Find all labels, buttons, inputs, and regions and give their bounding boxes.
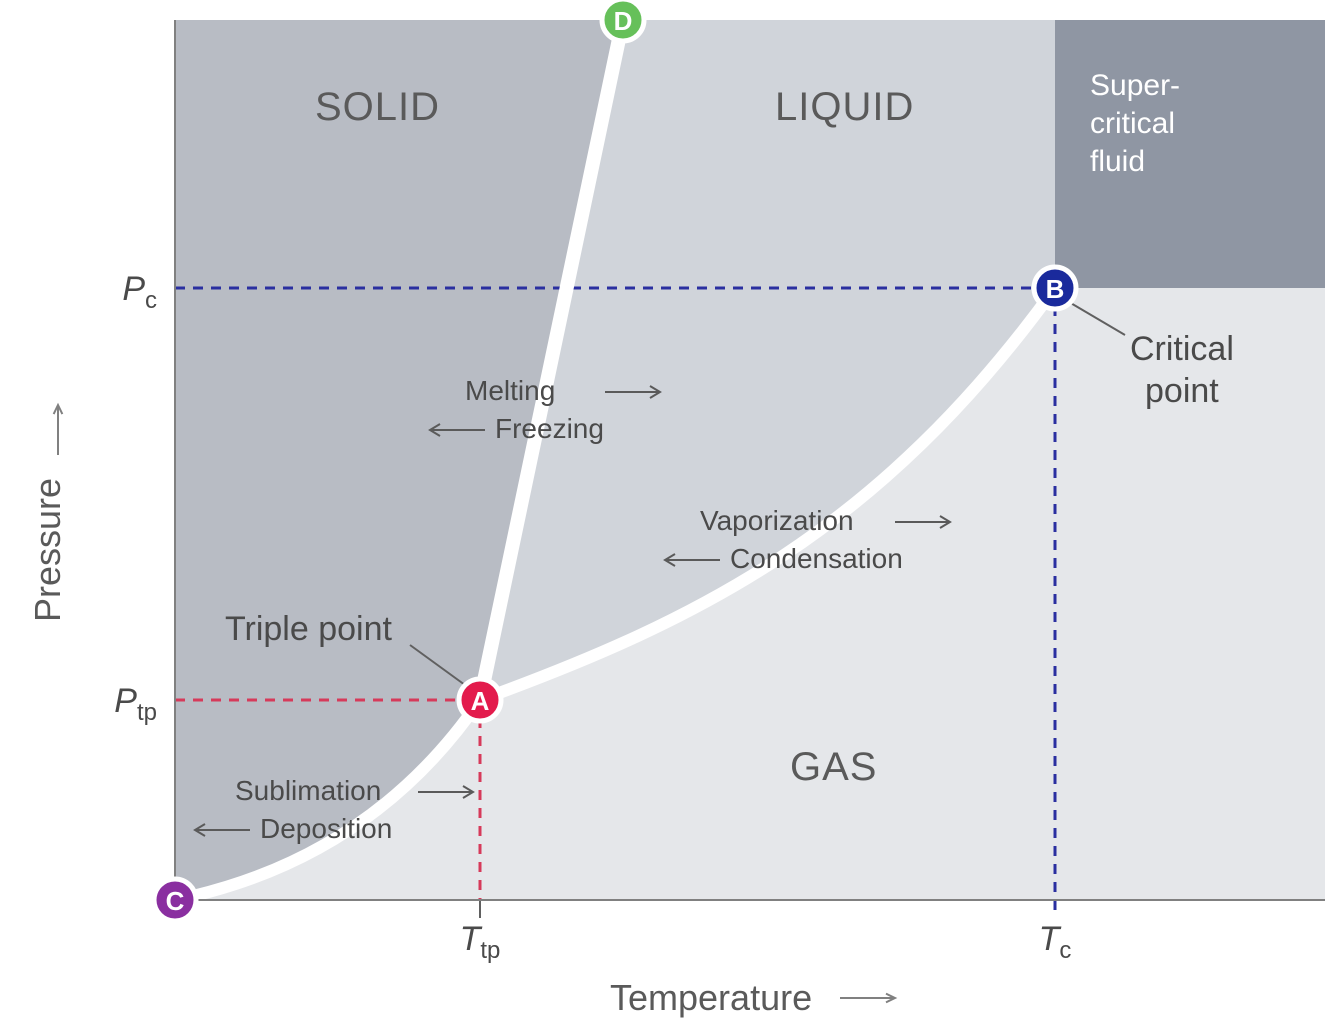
x-axis-label-group: Temperature xyxy=(610,977,895,1018)
scf-label-2: critical xyxy=(1090,107,1175,140)
tc-tick-label: Tc xyxy=(1039,920,1072,964)
point-a-triple: A xyxy=(459,679,501,721)
deposition-label: Deposition xyxy=(260,813,392,844)
point-c: C xyxy=(154,879,196,921)
triple-point-label: Triple point xyxy=(225,610,392,648)
y-axis-arrow xyxy=(54,405,63,455)
sublimation-label: Sublimation xyxy=(235,775,381,806)
condensation-label: Condensation xyxy=(730,543,903,574)
svg-text:B: B xyxy=(1046,274,1065,304)
x-axis-arrow xyxy=(840,994,895,1003)
melting-label: Melting xyxy=(465,375,555,406)
critical-point-label-1: Critical xyxy=(1130,330,1234,368)
scf-label-1: Super- xyxy=(1090,69,1180,102)
point-d: D xyxy=(602,0,644,41)
svg-text:D: D xyxy=(614,6,633,36)
ttp-tick-label: Ttp xyxy=(460,920,501,964)
svg-text:A: A xyxy=(471,686,490,716)
ptp-tick-label: Ptp xyxy=(114,682,157,726)
svg-text:C: C xyxy=(166,886,185,916)
pc-tick-label: Pc xyxy=(122,270,157,314)
x-axis-label: Temperature xyxy=(610,977,812,1018)
gas-label: GAS xyxy=(790,745,877,789)
liquid-label: LIQUID xyxy=(775,85,914,129)
solid-label: SOLID xyxy=(315,85,440,129)
y-axis-label: Pressure xyxy=(27,478,68,622)
phase-diagram: Pressure Temperature Pc Ptp Ttp Tc SOLID… xyxy=(0,0,1338,1025)
point-b-critical: B xyxy=(1034,267,1076,309)
scf-label-3: fluid xyxy=(1090,145,1145,178)
y-axis-label-group: Pressure xyxy=(27,405,68,622)
freezing-label: Freezing xyxy=(495,413,604,444)
critical-point-label-2: point xyxy=(1145,372,1219,410)
vaporization-label: Vaporization xyxy=(700,505,854,536)
